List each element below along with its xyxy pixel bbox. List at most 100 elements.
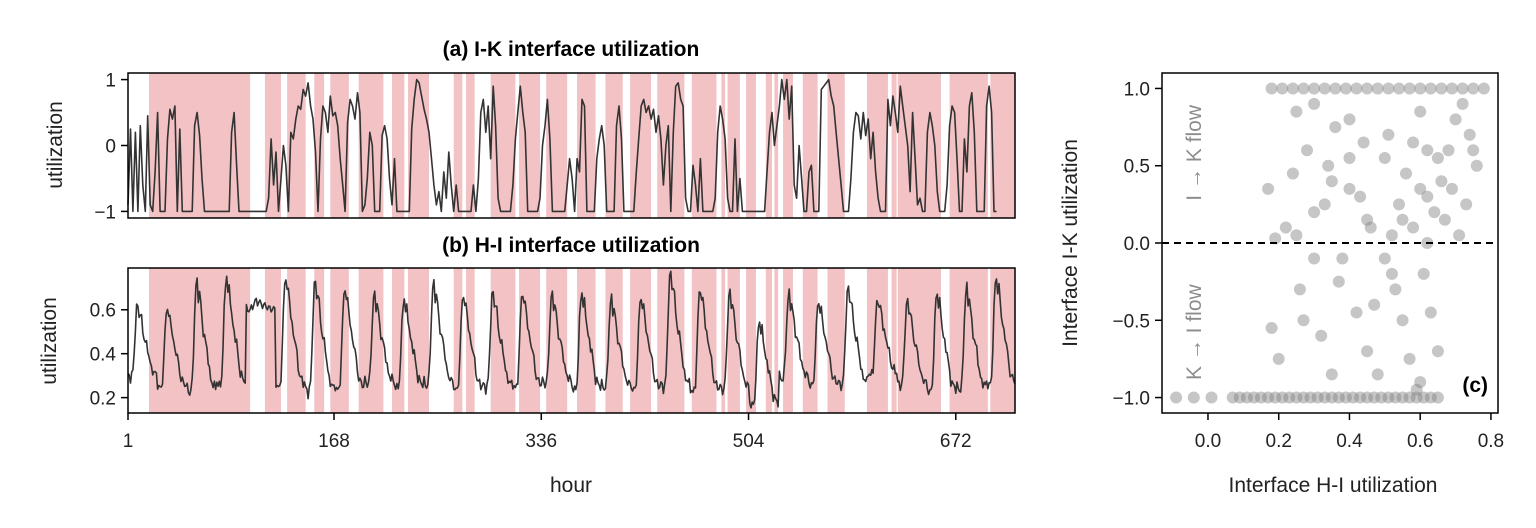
c-ytick-label: 0.5: [1124, 157, 1150, 178]
scatter-point: [1435, 175, 1448, 188]
scatter-point: [1325, 175, 1338, 188]
a-shade-24: [802, 73, 818, 218]
scatter-point: [1272, 352, 1285, 365]
scatter-point: [1290, 391, 1303, 404]
scatter-point: [1361, 213, 1374, 226]
a-shade-17: [691, 73, 717, 218]
scatter-point: [1286, 167, 1299, 180]
scatter-point: [1322, 159, 1335, 172]
scatter-point: [1467, 82, 1480, 95]
scatter-point: [1308, 97, 1321, 110]
scatter-point: [1315, 329, 1328, 342]
scatter-point: [1414, 82, 1427, 95]
c-ytick-label: −1.0: [1112, 389, 1150, 410]
a-shade-18: [721, 73, 726, 218]
panel-b-series-line: [127, 270, 1016, 409]
scatter-point: [1378, 152, 1391, 164]
scatter-point: [1403, 352, 1416, 365]
scatter-point: [1276, 391, 1289, 404]
scatter-point: [1385, 267, 1398, 280]
scatter-point: [1325, 368, 1338, 381]
scatter-point: [1428, 206, 1441, 219]
scatter-point: [1308, 206, 1321, 219]
b-shade-3: [314, 268, 325, 413]
scatter-point: [1240, 391, 1253, 404]
scatter-point: [1414, 105, 1427, 118]
panel-a-ylabel: utilization: [44, 101, 67, 189]
scatter-point: [1308, 82, 1321, 95]
b-xtick-label: 168: [318, 431, 350, 452]
b-shade-22: [774, 268, 779, 413]
c-ytick-label: 1.0: [1124, 79, 1150, 100]
b-shade-1: [264, 268, 281, 413]
panel-b-title: (b) H-I interface utilization: [442, 234, 700, 257]
scatter-point: [1350, 82, 1363, 95]
a-shade-23: [783, 73, 793, 218]
scatter-point: [1233, 391, 1246, 404]
b-shade-26: [866, 268, 888, 413]
b-xtick-label: 1: [123, 431, 134, 452]
c-ytick-label: −0.5: [1112, 311, 1150, 332]
scatter-point: [1410, 383, 1423, 396]
a-shade-10: [490, 73, 516, 218]
b-shade-8: [453, 268, 463, 413]
scatter-point: [1389, 391, 1402, 404]
panel-b-x-ticks: 1 168 336 504 672: [123, 413, 972, 452]
scatter-point: [1407, 221, 1420, 234]
scatter-point: [1265, 322, 1278, 334]
panel-a-series-line: [127, 78, 997, 213]
scatter-point: [1438, 213, 1451, 226]
a-shade-15: [630, 73, 652, 218]
scatter-point: [1318, 391, 1331, 404]
scatter-point: [1396, 391, 1409, 404]
scatter-point: [1424, 82, 1437, 95]
b-shade-10: [490, 268, 516, 413]
a-ytick-label: −1: [94, 202, 116, 223]
scatter-point: [1301, 144, 1313, 157]
scatter-point: [1421, 144, 1434, 157]
b-shade-4: [330, 268, 349, 413]
scatter-point: [1283, 391, 1296, 404]
scatter-point: [1449, 113, 1462, 126]
panel-a-title: (a) I-K interface utilization: [443, 38, 700, 61]
scatter-point: [1354, 190, 1367, 203]
scatter-point: [1329, 82, 1342, 95]
b-ytick-label: 0.4: [90, 345, 117, 366]
b-shade-20: [746, 268, 756, 413]
b-shade-23: [783, 268, 793, 413]
a-shade-5: [358, 73, 384, 218]
scatter-point: [1304, 391, 1317, 404]
scatter-point: [1248, 391, 1260, 404]
scatter-point: [1382, 128, 1395, 141]
a-shade-30: [990, 73, 1015, 218]
scatter-point: [1407, 136, 1420, 149]
scatter-point: [1361, 345, 1374, 358]
scatter-point: [1297, 391, 1310, 404]
b-xtick-label: 672: [940, 431, 972, 452]
b-ytick-label: 0.2: [90, 389, 116, 410]
scatter-point: [1382, 82, 1395, 95]
b-shade-21: [765, 268, 772, 413]
a-shade-9: [466, 73, 475, 218]
scatter-point: [1470, 159, 1483, 172]
scatter-point: [1371, 368, 1384, 381]
scatter-point: [1424, 391, 1437, 404]
scatter-point: [1417, 391, 1430, 404]
panel-a: (a) I-K interface utilization −1 0 1 utili…: [44, 38, 1016, 223]
scatter-point: [1417, 267, 1430, 280]
scatter-point: [1396, 314, 1409, 327]
scatter-point: [1364, 221, 1377, 234]
scatter-point: [1446, 182, 1458, 195]
a-ytick-label: 1: [105, 71, 116, 92]
panel-c-ylabel: Interface I-K utilization: [1059, 139, 1082, 347]
annotation-k-to-i-flow: K → I flow: [1183, 283, 1206, 380]
scatter-point: [1297, 314, 1310, 327]
a-shade-3: [314, 73, 325, 218]
scatter-point: [1442, 144, 1455, 157]
scatter-point: [1431, 391, 1444, 404]
panel-c: −1.0 −0.5 0.0 0.5 1.0 0.0 0.2 0.4 0.6 0.8 Interf…: [1059, 72, 1504, 497]
scatter-point: [1205, 391, 1218, 404]
a-ytick-label: 0: [105, 137, 116, 158]
scatter-point: [1357, 136, 1370, 149]
